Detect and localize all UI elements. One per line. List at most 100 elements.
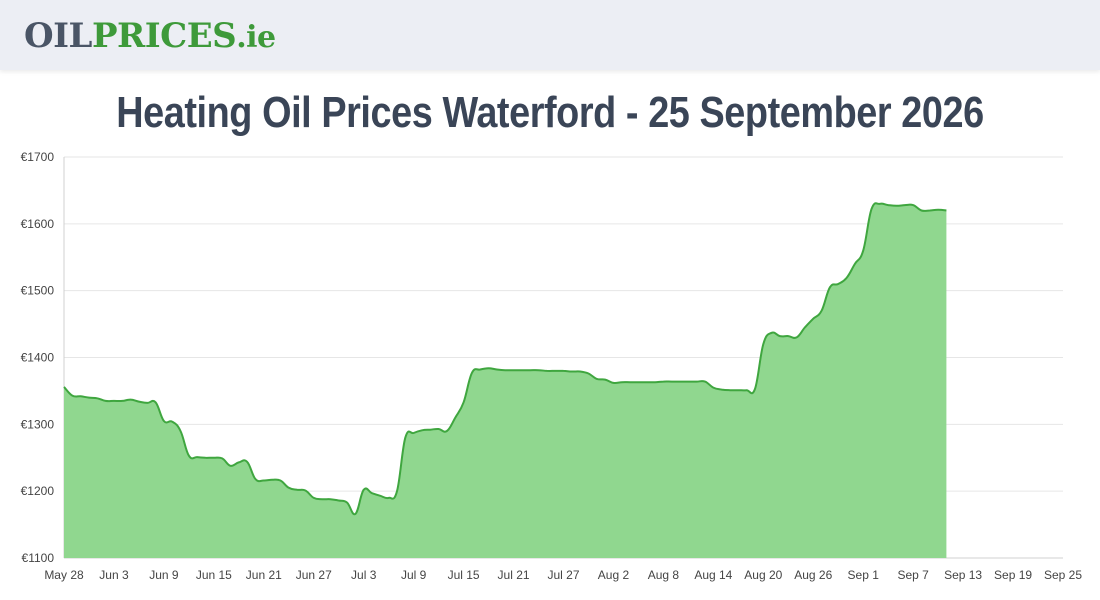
data-point	[287, 486, 291, 490]
data-point	[803, 325, 807, 329]
x-tick-label: Jul 27	[547, 568, 579, 582]
data-point	[237, 460, 241, 464]
x-tick-label: May 28	[44, 568, 84, 582]
y-tick-label: €1700	[21, 150, 55, 164]
data-point	[736, 388, 740, 392]
data-point	[753, 387, 757, 391]
data-point	[320, 497, 324, 501]
x-tick-label: Jun 9	[149, 568, 179, 582]
x-tick-label: Jul 15	[448, 568, 480, 582]
data-point	[487, 366, 491, 370]
x-tick-label: Sep 1	[848, 568, 880, 582]
data-point	[104, 399, 108, 403]
data-point	[920, 209, 924, 213]
data-point	[370, 491, 374, 495]
data-point	[636, 380, 640, 384]
data-point	[328, 497, 332, 501]
data-point	[836, 282, 840, 286]
y-tick-label: €1300	[21, 417, 55, 431]
data-point	[512, 368, 516, 372]
x-tick-label: Jul 21	[498, 568, 530, 582]
data-point	[362, 488, 366, 492]
data-point	[420, 428, 424, 432]
data-point	[337, 499, 341, 503]
data-point	[462, 400, 466, 404]
data-point	[820, 309, 824, 313]
data-point	[129, 398, 133, 402]
data-point	[711, 386, 715, 390]
data-point	[154, 400, 158, 404]
data-point	[79, 394, 83, 398]
data-point	[179, 429, 183, 433]
data-point	[545, 369, 549, 373]
data-point	[62, 385, 66, 389]
data-point	[395, 489, 399, 493]
data-point	[270, 478, 274, 482]
data-point	[853, 262, 857, 266]
series-line	[63, 202, 947, 516]
data-point	[828, 285, 832, 289]
x-tick-label: Aug 26	[794, 568, 832, 582]
data-point	[220, 456, 224, 460]
data-point	[537, 368, 541, 372]
data-point	[445, 429, 449, 433]
data-point	[520, 368, 524, 372]
data-point	[353, 512, 357, 516]
data-point	[778, 334, 782, 338]
data-point	[870, 207, 874, 211]
site-logo[interactable]: OILPRICES.ie	[24, 14, 276, 60]
data-point	[928, 209, 932, 213]
data-point	[578, 370, 582, 374]
data-point	[162, 419, 166, 423]
data-point	[412, 431, 416, 435]
y-tick-label: €1600	[21, 217, 55, 231]
data-point	[87, 396, 91, 400]
x-tick-label: Jun 3	[99, 568, 129, 582]
logo-text-domain: .ie	[236, 20, 276, 55]
data-point	[170, 420, 174, 424]
data-point	[936, 208, 940, 212]
data-point	[570, 370, 574, 374]
data-point	[645, 380, 649, 384]
data-point	[470, 371, 474, 375]
x-tick-label: Sep 19	[994, 568, 1032, 582]
data-point	[437, 427, 441, 431]
x-tick-label: Sep 7	[897, 568, 929, 582]
site-header: OILPRICES.ie	[0, 0, 1100, 70]
data-point	[720, 388, 724, 392]
data-point	[861, 249, 865, 253]
logo-text-oil: OIL	[24, 16, 92, 56]
data-point	[770, 331, 774, 335]
x-tick-label: Jun 15	[196, 568, 232, 582]
data-point	[786, 334, 790, 338]
data-point	[212, 456, 216, 460]
x-tick-label: Jun 21	[246, 568, 282, 582]
data-point	[187, 454, 191, 458]
x-tick-label: Jun 27	[296, 568, 332, 582]
data-point	[886, 203, 890, 207]
data-point	[262, 479, 266, 483]
data-point	[595, 377, 599, 381]
data-point	[95, 396, 99, 400]
data-point	[204, 456, 208, 460]
data-point	[653, 380, 657, 384]
data-point	[628, 380, 632, 384]
data-point	[478, 368, 482, 372]
y-tick-label: €1100	[22, 551, 55, 565]
data-point	[137, 400, 141, 404]
data-point	[670, 380, 674, 384]
x-tick-label: Aug 20	[744, 568, 782, 582]
data-point	[70, 394, 74, 398]
data-point	[903, 203, 907, 207]
data-point	[603, 378, 607, 382]
data-point	[312, 496, 316, 500]
data-point	[895, 204, 899, 208]
data-point	[811, 317, 815, 321]
data-point	[303, 489, 307, 493]
data-point	[378, 494, 382, 498]
x-tick-label: Jul 9	[401, 568, 427, 582]
data-point	[453, 416, 457, 420]
data-point	[254, 477, 258, 481]
data-point	[345, 501, 349, 505]
